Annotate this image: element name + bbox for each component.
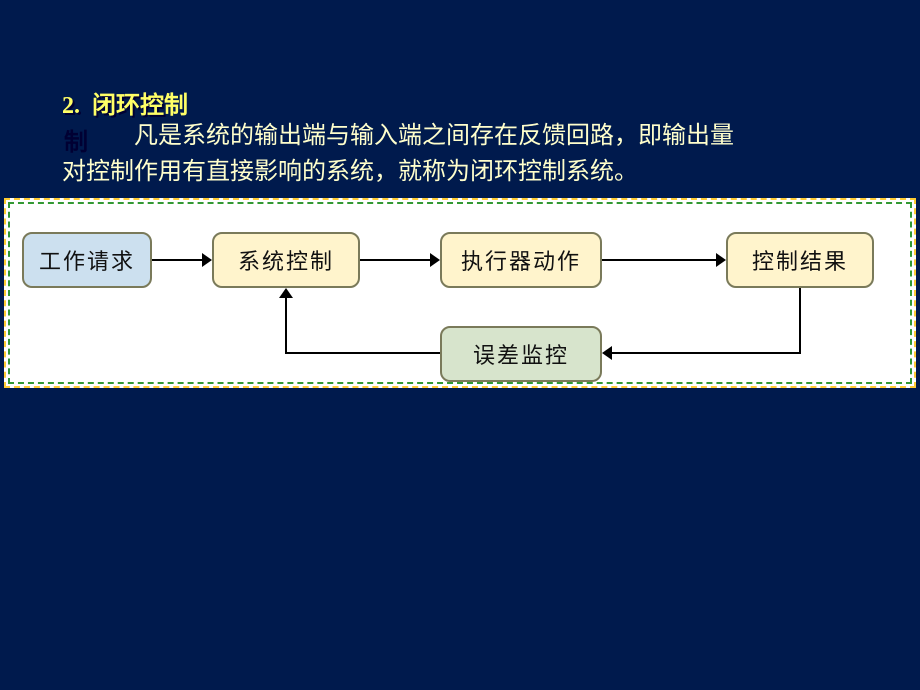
arrow-5a-line: [285, 352, 440, 354]
arrow-1-head-icon: [202, 253, 212, 267]
node-error-monitor-label: 误差监控: [473, 338, 569, 370]
arrow-5-head-icon: [279, 288, 293, 298]
arrow-4b-line: [612, 352, 801, 354]
arrow-4-head-icon: [602, 346, 612, 360]
arrow-5b-line: [285, 298, 287, 354]
node-result-label: 控制结果: [752, 244, 848, 276]
arrow-4a-line: [799, 288, 801, 354]
paragraph-indent: [62, 123, 134, 149]
arrow-3-head-icon: [716, 253, 726, 267]
node-actuator-label: 执行器动作: [461, 244, 581, 276]
heading-number: 2.: [62, 93, 80, 119]
node-error-monitor: 误差监控: [440, 326, 602, 382]
node-sys-control-label: 系统控制: [238, 244, 334, 276]
node-work-request-label: 工作请求: [39, 244, 135, 276]
paragraph: 凡是系统的输出端与输入端之间存在反馈回路，即输出量 对控制作用有直接影响的系统，…: [62, 118, 882, 190]
section-heading: 2. 闭环控制 2. 闭环控制: [62, 85, 188, 120]
node-sys-control: 系统控制: [212, 232, 360, 288]
arrow-2-line: [360, 259, 430, 261]
arrow-1-line: [152, 259, 202, 261]
node-work-request: 工作请求: [22, 232, 152, 288]
arrow-3-line: [602, 259, 716, 261]
arrow-2-head-icon: [430, 253, 440, 267]
heading-title: 闭环控制: [92, 93, 188, 119]
node-actuator: 执行器动作: [440, 232, 602, 288]
paragraph-line2: 对控制作用有直接影响的系统，就称为闭环控制系统。: [62, 159, 638, 185]
node-result: 控制结果: [726, 232, 874, 288]
paragraph-line1: 凡是系统的输出端与输入端之间存在反馈回路，即输出量: [134, 123, 734, 149]
